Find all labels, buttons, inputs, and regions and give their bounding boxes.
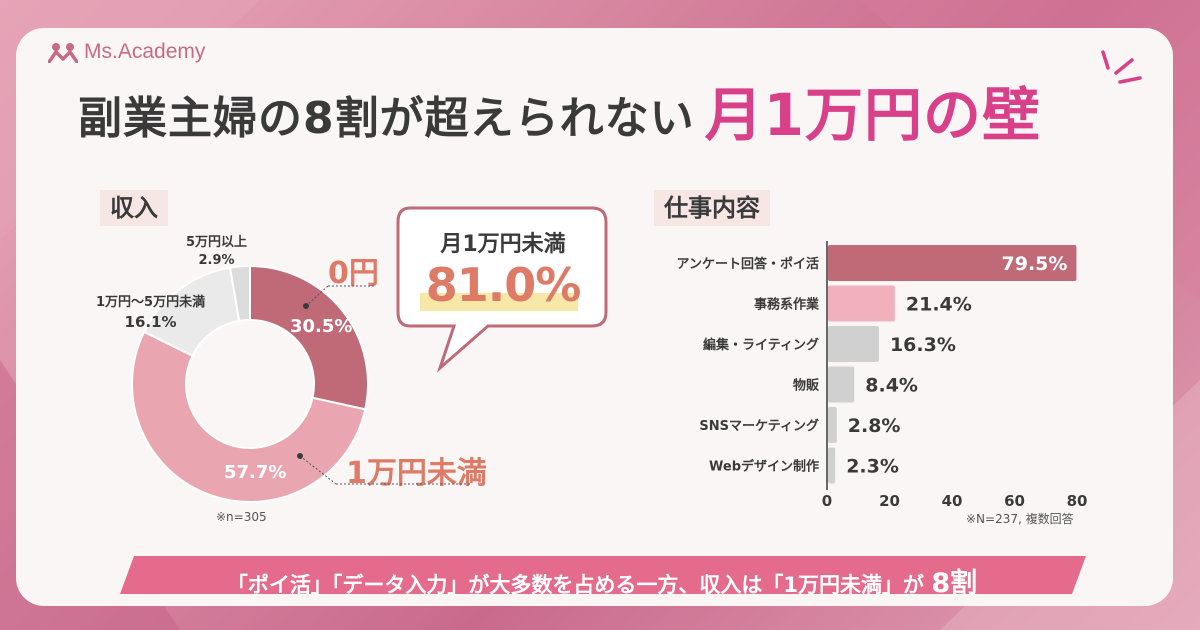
legend-over-5man: 5万円以上 2.9% [186,234,247,269]
bar [828,245,1077,281]
slice-under-pct: 57.7% [224,462,287,483]
income-sample-note: ※n=305 [216,510,267,524]
bar [828,366,855,403]
bar [828,447,836,484]
legend-over-name: 5万円以上 [186,235,248,250]
slice-zero-pct: 30.5% [290,316,353,337]
brand-logo[interactable]: Ms.Academy [48,40,205,64]
bar-value-label: 8.4% [865,375,918,397]
bar [828,285,895,322]
bar-category-label: Webデザイン制作 [709,459,819,475]
brand-name: Ms.Academy [84,40,206,63]
legend-mid-pct: 16.1% [124,312,177,331]
slice-over-50k [228,264,251,323]
legend-zero-name: 0円 [328,256,379,291]
x-tick-label: 40 [942,492,963,510]
jobs-sample-note: ※N=237, 複数回答 [966,512,1074,526]
jobs-section-label: 仕事内容 [654,190,770,226]
bar-value-label: 2.8% [848,415,901,437]
banner-emphasis: 8割 [931,568,978,599]
value-highlight [420,293,578,311]
x-tick-label: 20 [879,492,900,510]
bar-value-label: 16.3% [890,334,956,356]
summary-banner: 「ポイ活」「データ入力」が大多数を占める一方、収入は「1万円未満」が 8割 [120,561,1084,600]
bar-category-label: 編集・ライティング [703,337,819,353]
banner-text: 「ポイ活」「データ入力」が大多数を占める一方、収入は「1万円未満」が [226,573,924,597]
headline-accent: 月1万円の壁 [704,81,1041,150]
speech-bubble [396,206,608,373]
legend-over-pct: 2.9% [198,252,235,268]
bar-value-label: 2.3% [846,456,899,478]
bubble-value: 81.0% [425,258,582,312]
bar-category-label: 事務系作業 [754,297,820,313]
bubble-label: 月1万円未満 [440,232,566,257]
x-tick-label: 0 [822,492,832,510]
bar-value-label: 21.4% [906,294,972,316]
headline: 副業主婦の8割が超えられない 月1万円の壁 [78,82,1041,146]
bar-value-label: 79.5% [1002,253,1068,275]
bar-category-label: 物販 [793,378,820,394]
income-section-label: 収入 [100,190,168,226]
people-icon [48,43,78,63]
legend-under-name: 1万円未満 [346,456,487,491]
x-tick-label: 60 [1004,492,1025,510]
slice-zero [249,264,369,411]
bar [828,326,879,362]
headline-main: 副業主婦の8割が超えられない [78,93,695,144]
legend-mid: 1万円〜5万円未満 16.1% [96,294,205,332]
summary-banner-bg [120,556,1086,594]
emphasis-spark-icon [1101,50,1142,84]
bar-category-label: アンケート回答・ポイ活 [677,256,819,272]
x-tick-label: 80 [1067,492,1088,510]
bar-category-label: SNSマーケティング [699,418,819,434]
legend-mid-name: 1万円〜5万円未満 [96,295,206,310]
bar [828,407,837,443]
